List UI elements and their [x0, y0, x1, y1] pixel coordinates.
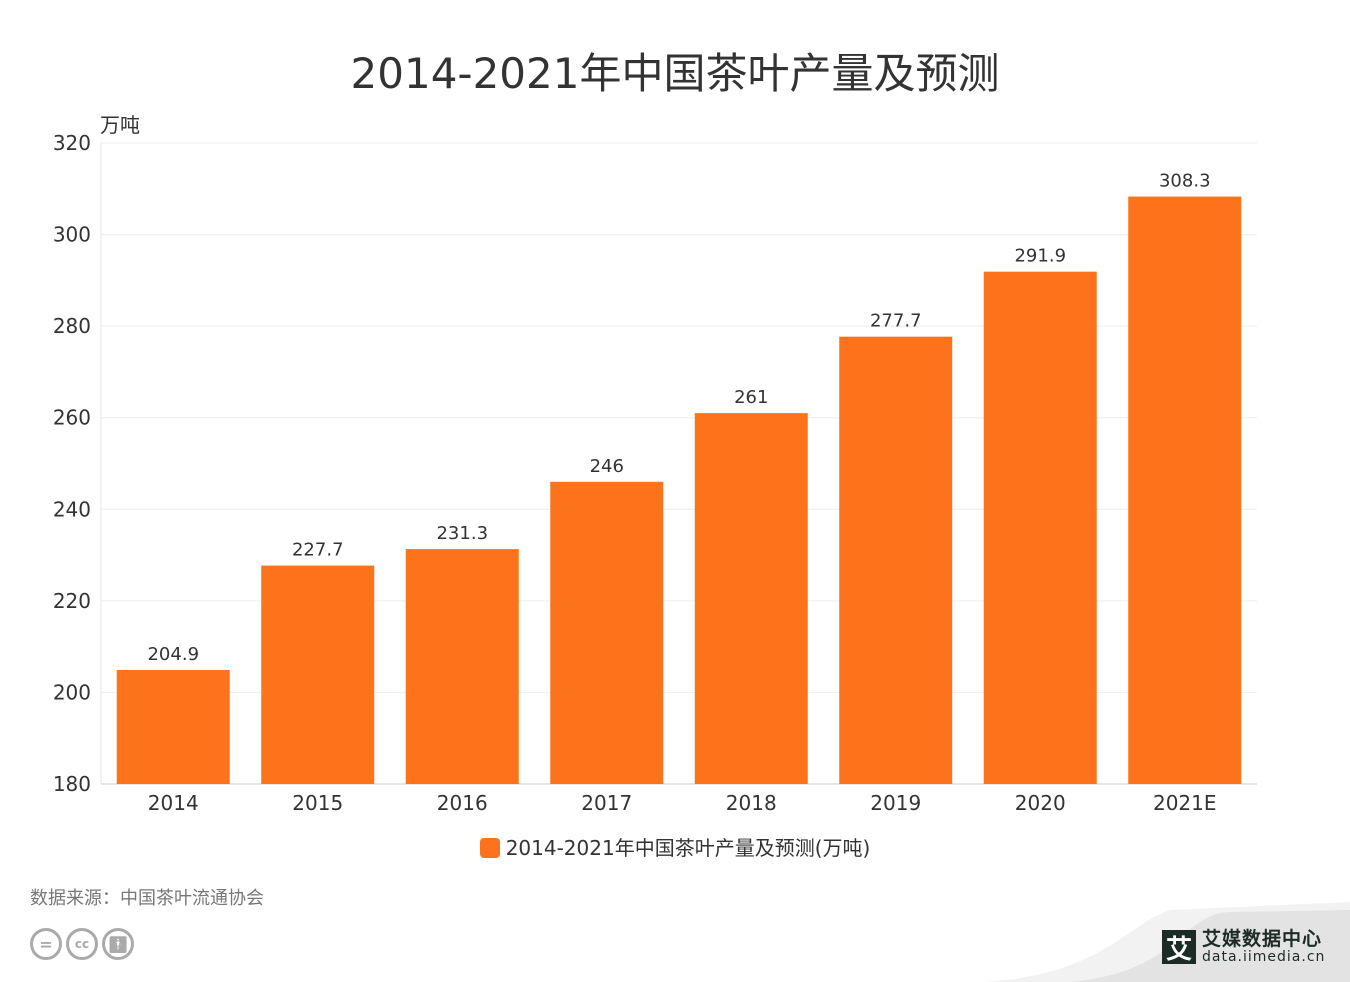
y-tick-label: 260 [53, 406, 91, 430]
bar [983, 271, 1097, 785]
legend-label: 2014-2021年中国茶叶产量及预测(万吨) [505, 836, 871, 860]
logo-url: data.iimedia.cn [1202, 949, 1326, 965]
y-tick-label: 180 [53, 772, 91, 796]
x-tick-label: 2018 [726, 791, 777, 815]
bar-chart: 180 200 220 240 260 280 300 320 万吨 204.9 2014 227.7… [53, 113, 1257, 815]
x-tick-label: 2020 [1015, 791, 1066, 815]
x-tick-label: 2021E [1153, 791, 1217, 815]
x-tick-label: 2017 [581, 791, 632, 815]
cc-icon: cc [66, 928, 98, 960]
bar [839, 336, 953, 784]
data-label: 231.3 [436, 523, 488, 544]
bar [261, 565, 375, 784]
iimedia-logo: 艾 艾媒数据中心 data.iimedia.cn [1162, 929, 1325, 965]
x-tick-label: 2016 [437, 791, 488, 815]
y-tick-label: 220 [53, 589, 91, 613]
license-icons: = cc 🚹︎ [30, 928, 134, 960]
data-label: 277.7 [870, 311, 922, 332]
bar [1128, 196, 1242, 785]
chart-title: 2014-2021年中国茶叶产量及预测 [350, 49, 1000, 98]
bar [405, 549, 519, 784]
y-tick-label: 240 [53, 497, 91, 521]
data-label: 308.3 [1159, 171, 1211, 192]
y-tick-label: 280 [53, 314, 91, 338]
legend-swatch [479, 838, 500, 858]
logo-mark: 艾 [1162, 930, 1196, 965]
y-axis-unit: 万吨 [100, 113, 140, 137]
data-label: 291.9 [1014, 246, 1066, 267]
person-icon: 🚹︎ [102, 928, 134, 960]
data-label: 204.9 [147, 644, 199, 665]
logo-name: 艾媒数据中心 [1202, 928, 1323, 950]
bar [550, 481, 664, 784]
y-tick-label: 200 [53, 680, 91, 704]
data-label: 246 [590, 456, 624, 477]
legend[interactable]: 2014-2021年中国茶叶产量及预测(万吨) [0, 832, 1350, 861]
bar [116, 669, 230, 784]
y-tick-label: 320 [53, 131, 91, 155]
data-label: 227.7 [292, 540, 344, 561]
data-source: 数据来源：中国茶叶流通协会 [30, 888, 264, 909]
x-tick-label: 2014 [148, 791, 199, 815]
x-tick-label: 2019 [870, 791, 921, 815]
y-tick-label: 300 [53, 223, 91, 247]
equals-icon: = [30, 928, 62, 960]
bar [694, 413, 808, 784]
x-tick-label: 2015 [292, 791, 343, 815]
data-label: 261 [734, 387, 768, 408]
